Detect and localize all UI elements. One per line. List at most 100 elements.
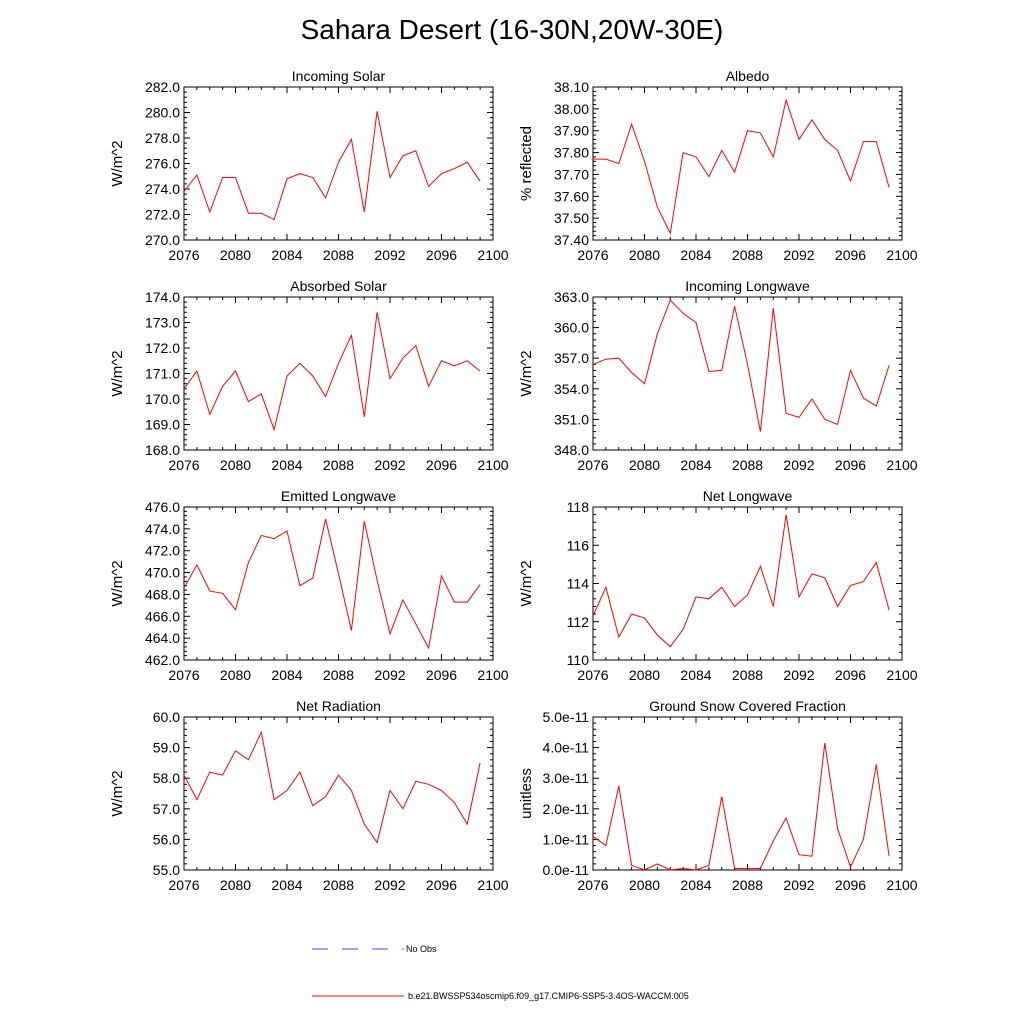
y-tick-label: 5.0e-11	[543, 709, 590, 725]
page-title: Sahara Desert (16-30N,20W-30E)	[300, 14, 724, 45]
panel-title: Incoming Longwave	[685, 278, 810, 294]
plot-frame	[183, 296, 494, 451]
y-tick-label: 351.0	[554, 411, 589, 427]
x-tick-label: 2084	[271, 247, 302, 263]
y-tick-label: 278.0	[145, 130, 180, 146]
x-tick-label: 2088	[323, 457, 354, 473]
panel-title: Absorbed Solar	[290, 278, 387, 294]
y-tick-label: 282.0	[145, 79, 180, 95]
y-tick-label: 169.0	[145, 417, 180, 433]
x-tick-label: 2084	[680, 877, 711, 893]
series-line	[183, 518, 481, 650]
x-tick-label: 2076	[168, 877, 199, 893]
chart-panel: Ground Snow Covered Fraction unitless 2076…	[518, 698, 918, 893]
x-tick-label: 2096	[426, 667, 457, 683]
x-tick-label: 2080	[629, 247, 660, 263]
x-tick-label: 2084	[271, 877, 302, 893]
y-axis-label: W/m^2	[109, 770, 126, 816]
y-axis-label: W/m^2	[109, 350, 126, 396]
panel-title: Ground Snow Covered Fraction	[649, 698, 846, 714]
panel-title: Net Radiation	[296, 698, 381, 714]
series-line	[592, 299, 890, 432]
y-tick-label: 59.0	[153, 740, 180, 756]
chart-panel: Net Longwave W/m^2 2076 2080 2084 2088 2092 209…	[518, 488, 918, 683]
y-tick-label: 168.0	[145, 442, 180, 458]
y-tick-label: 171.0	[145, 366, 180, 382]
series-line	[592, 514, 890, 648]
y-tick-label: 37.90	[554, 123, 589, 139]
y-axis-label: W/m^2	[518, 350, 535, 396]
y-tick-label: 114	[567, 576, 590, 592]
y-tick-label: 174.0	[145, 289, 180, 305]
y-tick-label: 280.0	[145, 105, 180, 121]
y-tick-label: 170.0	[145, 391, 180, 407]
x-tick-label: 2088	[323, 247, 354, 263]
series-line	[593, 98, 890, 236]
x-tick-label: 2076	[577, 877, 608, 893]
x-tick-label: 2096	[835, 247, 866, 263]
x-tick-label: 2100	[886, 877, 917, 893]
x-tick-label: 2092	[374, 667, 405, 683]
y-tick-label: 0.0e-11	[543, 862, 590, 878]
panel-title: Emitted Longwave	[281, 488, 396, 504]
y-tick-label: 274.0	[145, 181, 180, 197]
x-tick-label: 2080	[220, 247, 251, 263]
x-tick-label: 2080	[220, 877, 251, 893]
x-tick-label: 2092	[783, 877, 814, 893]
y-tick-label: 270.0	[145, 232, 180, 248]
x-tick-label: 2100	[477, 667, 508, 683]
y-tick-label: 118	[567, 499, 590, 515]
series-line	[183, 312, 481, 432]
chart-panel: Net Radiation W/m^2 2076 2080 2084 2088 2092 20…	[109, 698, 509, 893]
x-tick-label: 2080	[629, 457, 660, 473]
x-tick-label: 2100	[886, 457, 917, 473]
y-axis-label: W/m^2	[518, 560, 535, 606]
y-tick-label: 276.0	[145, 156, 180, 172]
x-tick-label: 2084	[680, 247, 711, 263]
x-tick-label: 2080	[629, 877, 660, 893]
x-tick-label: 2100	[477, 457, 508, 473]
y-axis-label: unitless	[518, 768, 535, 819]
x-tick-label: 2088	[323, 667, 354, 683]
x-tick-label: 2100	[477, 877, 508, 893]
x-tick-label: 2100	[477, 247, 508, 263]
x-tick-label: 2092	[374, 877, 405, 893]
y-tick-label: 272.0	[145, 207, 180, 223]
legend-model-label: b.e21.BWSSP534oscmip6.f09_g17.CMIP6-SSP5…	[408, 991, 689, 1001]
y-tick-label: 38.00	[554, 101, 589, 117]
plot-frame	[183, 506, 494, 661]
y-tick-label: 37.40	[554, 232, 589, 248]
x-tick-label: 2088	[732, 667, 763, 683]
y-tick-label: 116	[567, 537, 590, 553]
y-tick-label: 2.0e-11	[543, 801, 590, 817]
panel-title: Incoming Solar	[292, 68, 386, 84]
x-tick-label: 2096	[426, 247, 457, 263]
legend: No Obs b.e21.BWSSP534oscmip6.f09_g17.CMI…	[312, 944, 689, 1001]
y-tick-label: 472.0	[145, 543, 180, 559]
x-tick-label: 2084	[271, 667, 302, 683]
y-tick-label: 172.0	[145, 340, 180, 356]
x-tick-label: 2088	[323, 877, 354, 893]
y-tick-label: 57.0	[153, 801, 180, 817]
y-tick-label: 470.0	[145, 565, 180, 581]
x-tick-label: 2084	[680, 457, 711, 473]
chart-panel: Incoming Longwave W/m^2 2076 2080 2084 2088 20…	[518, 278, 918, 473]
x-tick-label: 2076	[168, 247, 199, 263]
y-tick-label: 56.0	[153, 831, 180, 847]
chart-panel: Incoming Solar W/m^2 2076 2080 2084 2088 2092 2…	[109, 68, 509, 263]
y-tick-label: 37.60	[554, 188, 589, 204]
y-tick-label: 357.0	[554, 350, 589, 366]
y-tick-label: 466.0	[145, 608, 180, 624]
plot-frame	[592, 86, 903, 241]
y-axis-label: % reflected	[518, 126, 535, 201]
x-tick-label: 2076	[577, 247, 608, 263]
x-tick-label: 2092	[374, 457, 405, 473]
y-tick-label: 37.80	[554, 145, 589, 161]
x-tick-label: 2096	[835, 667, 866, 683]
y-tick-label: 112	[567, 614, 590, 630]
y-tick-label: 37.70	[554, 166, 589, 182]
x-tick-label: 2076	[577, 457, 608, 473]
y-tick-label: 4.0e-11	[543, 740, 590, 756]
x-tick-label: 2092	[374, 247, 405, 263]
x-tick-label: 2092	[783, 247, 814, 263]
